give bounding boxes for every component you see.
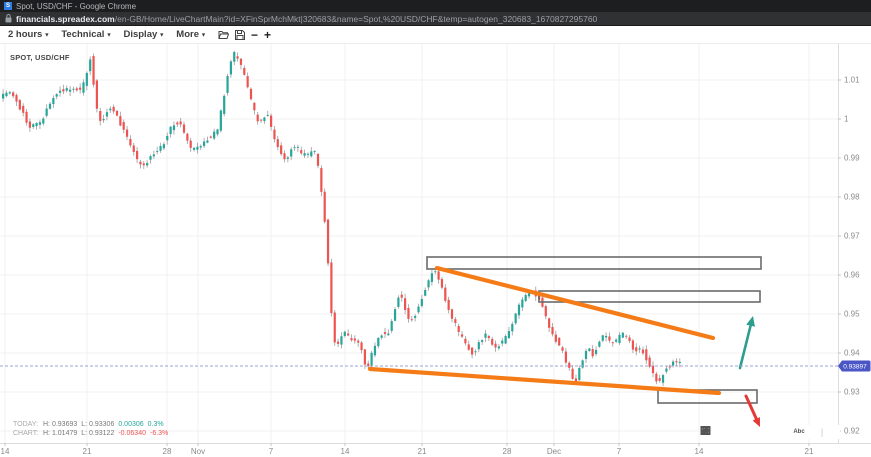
svg-text:0.92: 0.92 — [844, 427, 860, 436]
chevron-down-icon: ▾ — [201, 32, 205, 39]
y-axis[interactable]: 1.01 1 0.99 0.98 0.97 0.96 0.95 0.94 0.93 0.92 — [838, 76, 860, 436]
fan-tool-icon[interactable] — [701, 426, 753, 438]
svg-text:14: 14 — [695, 447, 704, 456]
svg-text:7: 7 — [269, 447, 274, 456]
close-toolbar-icon[interactable] — [701, 426, 838, 438]
svg-text:1.01: 1.01 — [844, 76, 860, 85]
svg-text:14: 14 — [341, 447, 350, 456]
svg-text:21: 21 — [83, 447, 92, 456]
url-path: /en-GB/Home/LiveChartMain?id=XFinSprMchM… — [114, 13, 598, 24]
candlesticks — [2, 50, 681, 387]
menu-technical[interactable]: Technical ▾ — [61, 29, 111, 40]
zoom-out-icon[interactable]: − — [251, 27, 259, 42]
svg-text:14: 14 — [1, 447, 10, 456]
line-tool-icon[interactable] — [702, 426, 818, 438]
zoom-in-icon[interactable]: + — [264, 27, 272, 42]
chart-area[interactable]: 1.01 1 0.99 0.98 0.97 0.96 0.95 0.94 0.93 0.92 14 2… — [0, 44, 871, 457]
save-chart-icon[interactable] — [235, 29, 245, 40]
svg-text:28: 28 — [503, 447, 512, 456]
svg-text:0.94: 0.94 — [844, 349, 860, 358]
url-domain: financials.spreadex.com — [16, 13, 115, 24]
toolbar-divider: | — [820, 427, 824, 437]
horizontal-line-tool-icon[interactable] — [701, 426, 766, 438]
svg-text:0.96: 0.96 — [844, 271, 860, 280]
x-axis[interactable]: 14 21 28 Nov 7 14 21 28 Dec 7 14 21 — [1, 443, 814, 456]
svg-text:1: 1 — [844, 115, 849, 124]
lock-icon[interactable] — [5, 14, 12, 23]
drawing-toolbar: Abc | — [700, 425, 840, 439]
open-chart-icon[interactable] — [218, 30, 229, 40]
chevron-down-icon: ▾ — [45, 32, 49, 39]
freehand-arrow-tool-icon[interactable] — [700, 426, 727, 438]
svg-text:21: 21 — [805, 447, 814, 456]
window-title: Spot, USD/CHF - Google Chrome — [16, 1, 137, 11]
svg-text:0.98: 0.98 — [844, 193, 860, 202]
price-legend: TODAY: H: 0.93693 L: 0.93306 0.00306 0.3% CHA… — [13, 420, 172, 438]
svg-text:Dec: Dec — [547, 447, 561, 456]
symbol-label: SPOT, USD/CHF — [10, 53, 70, 62]
browser-titlebar: S Spot, USD/CHF - Google Chrome — [0, 0, 871, 12]
svg-text:0.97: 0.97 — [844, 232, 860, 241]
svg-text:0.99: 0.99 — [844, 154, 860, 163]
legend-row-chart: CHART: H: 1.01479 L: 0.93122 -0.06340 -6.3% — [13, 430, 169, 437]
menu-more[interactable]: More ▾ — [176, 29, 205, 40]
svg-text:28: 28 — [163, 447, 172, 456]
legend-row-today: TODAY: H: 0.93693 L: 0.93306 0.00306 0.3% — [13, 421, 164, 428]
svg-text:7: 7 — [617, 447, 622, 456]
svg-text:21: 21 — [418, 447, 427, 456]
menu-2-hours[interactable]: 2 hours ▾ — [8, 29, 49, 40]
chevron-down-icon: ▾ — [107, 32, 111, 39]
spreadex-favicon: S — [4, 2, 12, 10]
text-tool-icon[interactable]: Abc — [793, 429, 805, 435]
svg-text:0.95: 0.95 — [844, 310, 860, 319]
gridlines — [0, 44, 838, 443]
svg-text:Nov: Nov — [191, 447, 205, 456]
trendline-tool-icon[interactable] — [701, 426, 779, 438]
chevron-down-icon: ▾ — [160, 32, 164, 39]
price-chart-canvas[interactable]: 1.01 1 0.99 0.98 0.97 0.96 0.95 0.94 0.93 0.92 14 2… — [0, 44, 871, 457]
url-text[interactable]: financials.spreadex.com/en-GB/Home/LiveC… — [16, 14, 597, 24]
svg-text:0.93: 0.93 — [844, 388, 860, 397]
rectangle-tool-icon[interactable] — [700, 426, 792, 438]
fib-grid-tool-icon[interactable] — [700, 426, 740, 438]
menu-display[interactable]: Display ▾ — [123, 29, 164, 40]
chart-app-toolbar: 2 hours ▾ Technical ▾ Display ▾ More ▾ − + — [0, 26, 871, 44]
browser-url-bar[interactable]: financials.spreadex.com/en-GB/Home/LiveC… — [0, 12, 871, 26]
